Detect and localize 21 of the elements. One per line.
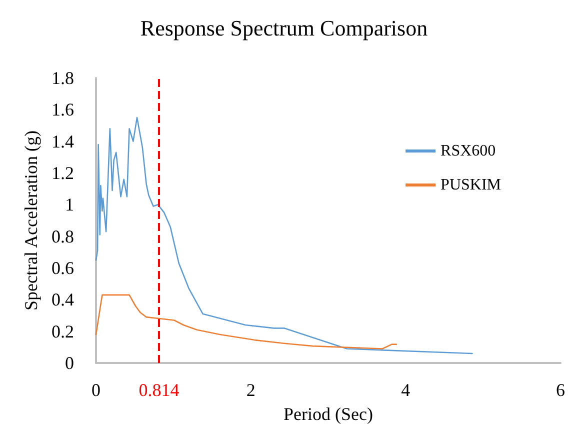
legend-label: PUSKIM <box>440 176 502 194</box>
y-tick-label: 0.8 <box>52 226 74 246</box>
legend-label: RSX600 <box>440 142 496 160</box>
x-tick-label: 0 <box>92 380 100 400</box>
y-axis-title: Spectral Acceleration (g) <box>21 130 41 310</box>
y-tick-label: 0.2 <box>52 321 74 342</box>
y-tick-label: 1.2 <box>52 163 74 183</box>
x-tick-label: 6 <box>556 380 565 400</box>
x-axis-title: Period (Sec) <box>284 404 373 424</box>
x-tick-label: 4 <box>401 380 410 400</box>
chart-title: Response Spectrum Comparison <box>140 16 428 40</box>
y-tick-label: 0.6 <box>52 258 74 278</box>
y-tick-label: 0 <box>65 353 74 373</box>
y-tick-label: 0.4 <box>52 290 74 310</box>
y-tick-label: 1.4 <box>52 131 74 152</box>
ref-line-label: 0.814 <box>138 380 180 400</box>
y-tick-label: 1.8 <box>52 68 74 88</box>
y-tick-label: 1.6 <box>52 100 74 120</box>
y-tick-label: 1 <box>65 194 74 215</box>
x-tick-label: 2 <box>246 380 256 400</box>
line-series <box>95 294 398 350</box>
